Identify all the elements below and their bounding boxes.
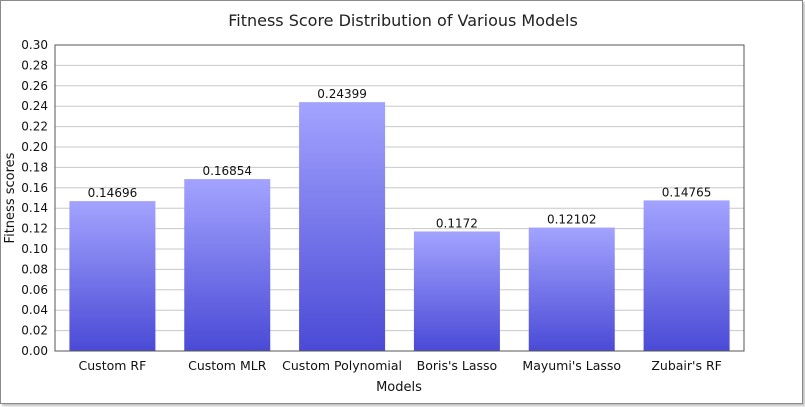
x-category-label: Custom RF [79,358,147,373]
chart-title: Fitness Score Distribution of Various Mo… [228,11,578,30]
bars [69,102,730,351]
y-tick-label: 0.20 [21,140,48,154]
y-tick-label: 0.08 [21,262,48,276]
bar [528,227,615,351]
bar-value-label: 0.12102 [547,213,597,227]
bar-value-label: 0.14696 [88,186,138,200]
x-category-label: Custom Polynomial [282,358,402,373]
y-tick-label: 0.18 [21,160,48,174]
bar-value-label: 0.16854 [202,164,252,178]
bar [184,179,271,351]
y-tick-label: 0.16 [21,181,48,195]
y-tick-label: 0.30 [21,38,48,52]
y-axis-title: Fitness scores [3,152,18,243]
bar-value-label: 0.14765 [662,185,712,199]
y-tick-label: 0.28 [21,58,48,72]
bar-value-label: 0.1172 [436,216,478,230]
y-tick-label: 0.26 [21,79,48,93]
y-tick-label: 0.22 [21,120,48,134]
y-tick-label: 0.10 [21,242,48,256]
plot-border [54,44,745,352]
x-category-label: Mayumi's Lasso [522,358,621,373]
y-tick-label: 0.24 [21,99,48,113]
bar [643,200,730,351]
bar-value-label: 0.24399 [317,87,367,101]
data-labels: 0.14696 0.16854 0.24399 0.1172 0.12102 0.1476… [88,87,712,230]
x-category-label: Zubair's RF [651,358,722,373]
y-tick-label: 0.14 [21,201,48,215]
y-tick-label: 0.00 [21,344,48,358]
x-category-label: Custom MLR [188,358,267,373]
y-tick-label: 0.02 [21,324,48,338]
x-axis-categories: Custom RF Custom MLR Custom Polynomial Bori… [79,358,722,373]
bar [299,102,386,351]
y-tick-label: 0.06 [21,283,48,297]
bar [413,231,500,351]
bar [69,201,156,351]
x-category-label: Boris's Lasso [417,358,498,373]
y-tick-label: 0.04 [21,303,48,317]
x-axis-title: Models [376,380,422,395]
y-tick-label: 0.12 [21,222,48,236]
y-axis-ticks: 0.00 0.02 0.04 0.06 0.08 0.10 0.12 0.14 0.16 0.18… [21,38,48,358]
grid-lines [55,44,744,352]
